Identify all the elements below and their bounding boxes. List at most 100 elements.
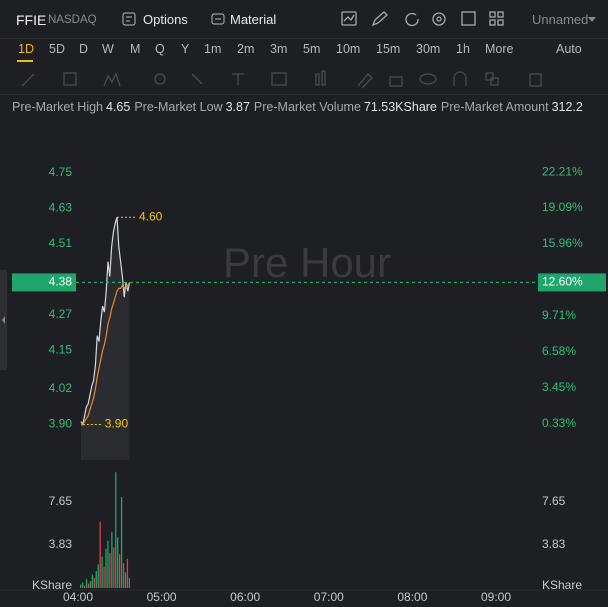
timeframe[interactable]: 2m (237, 42, 255, 56)
y-tick-label: 3.90 (49, 417, 73, 431)
stat-value: 312.2 (551, 100, 583, 114)
x-tick-label: 09:00 (481, 590, 511, 604)
timeframe[interactable]: 30m (416, 42, 441, 56)
volume-bar (105, 548, 107, 588)
y-tick-label: 4.15 (49, 343, 73, 357)
volume-tick-label-right: 7.65 (542, 494, 566, 508)
current-change-box (538, 273, 606, 292)
material-icon (211, 13, 225, 25)
symbol[interactable]: FFIE (16, 12, 47, 28)
header-icons (341, 11, 504, 27)
options-button[interactable]: Options (143, 12, 188, 27)
options-icon (122, 12, 136, 26)
timeframe[interactable]: 5D (49, 42, 65, 56)
volume-bar (117, 537, 119, 588)
volume-bar (87, 583, 90, 588)
volume-tick-label: 3.83 (49, 537, 73, 551)
y2-tick-label: 15.96% (542, 236, 583, 250)
timeframe[interactable]: More (485, 42, 514, 56)
timeframe[interactable]: 10m (336, 42, 361, 56)
volume-bar (107, 540, 109, 588)
volume-bar (101, 556, 103, 588)
stat-label: Pre-Market Low (134, 100, 223, 114)
x-tick-label: 06:00 (230, 590, 260, 604)
timeframe[interactable]: 5m (303, 42, 321, 56)
volume-bar (120, 496, 123, 588)
x-tick-label: 04:00 (63, 590, 93, 604)
stat-value: 4.65 (106, 100, 131, 114)
timeframe[interactable]: 1h (456, 42, 470, 56)
y2-tick-label: 22.21% (542, 164, 583, 178)
price-line (81, 282, 131, 426)
volume-bar (128, 577, 131, 588)
x-tick-label: 07:00 (314, 590, 344, 604)
timeframe[interactable]: 3m (270, 42, 288, 56)
timeframe[interactable]: Y (181, 42, 190, 56)
volume-bar (126, 558, 129, 588)
x-tick-label: 05:00 (147, 590, 177, 604)
y-tick-label: 4.63 (49, 201, 73, 215)
volume-bar (81, 582, 84, 588)
y2-tick-label: 3.45% (542, 380, 576, 394)
timeframe[interactable]: 1m (204, 42, 222, 56)
volume-tick-label-right: 3.83 (542, 537, 566, 551)
top-bar: FFIE NASDAQ Options Material Unnamed (0, 0, 608, 39)
timeframe[interactable]: M (130, 42, 141, 56)
stat-value: 3.87 (225, 100, 250, 114)
y-tick-label: 4.51 (49, 236, 73, 250)
mode-menu[interactable]: Auto (556, 42, 582, 56)
drawing-toolbar (0, 64, 608, 95)
layout-menu[interactable]: Unnamed (532, 12, 589, 27)
volume-unit: KShare (32, 578, 72, 592)
timeframe[interactable]: Q (155, 42, 165, 56)
current-price: 4.38 (49, 275, 73, 289)
y2-tick-label: 0.33% (542, 416, 576, 430)
y-tick-label: 4.27 (49, 307, 73, 321)
side-arrow (2, 316, 5, 324)
volume-bar (103, 566, 105, 588)
exchange: NASDAQ (48, 14, 97, 26)
current-change: 12.60% (542, 275, 583, 289)
y-tick-label: 4.02 (49, 381, 73, 395)
y2-tick-label: 19.09% (542, 200, 583, 214)
volume-bar (109, 553, 111, 588)
volume-bar (83, 585, 86, 588)
volume-bar (85, 579, 88, 588)
current-price-box (12, 273, 76, 292)
stat-label: Pre-Market Volume (253, 100, 361, 114)
chart: Pre Hour 4.75 4.63 4.51 4.27 4.15 4.02 3.90 22.2… (0, 164, 608, 604)
volume-bar (99, 521, 101, 588)
volume-tick-label: 7.65 (49, 494, 73, 508)
watermark: Pre Hour (223, 239, 391, 286)
tool-icons (21, 70, 542, 89)
volume-bar (122, 563, 125, 588)
material-button[interactable]: Material (230, 12, 277, 27)
volume-bar (97, 564, 99, 588)
annotation-label: 4.60 (139, 209, 163, 223)
caret (588, 17, 596, 22)
volume-bar (95, 571, 97, 588)
y2-tick-label: 6.58% (542, 344, 576, 358)
x-tick-label: 08:00 (397, 590, 427, 604)
timeframe-bar: 1D 5D D W M Q Y 1m 2m 3m 5m 10m 15m 30m 1h More Auto (0, 38, 608, 62)
volume-bar (89, 581, 92, 588)
stat-label: Pre-Market High (12, 100, 103, 114)
volume-bar (119, 554, 121, 588)
volume-bar (113, 547, 115, 588)
volume-bar (91, 574, 93, 588)
timeframe[interactable]: 1D (18, 42, 34, 56)
stats-row: Pre-Market High 4.65 Pre-Market Low 3.87 Pre… (12, 100, 608, 114)
volume-bar (124, 572, 127, 588)
timeframe[interactable]: D (79, 42, 89, 56)
price-line (80, 217, 131, 427)
timeframe[interactable]: W (102, 42, 114, 56)
active-underline (17, 60, 33, 62)
volume-bar (93, 577, 95, 588)
timeframe[interactable]: 15m (376, 42, 401, 56)
annotation-label: 3.90 (105, 417, 129, 431)
y-tick-label: 4.75 (49, 165, 73, 179)
volume-unit-right: KShare (542, 578, 582, 592)
volume-bar (115, 472, 117, 588)
volume-bar (111, 531, 113, 588)
